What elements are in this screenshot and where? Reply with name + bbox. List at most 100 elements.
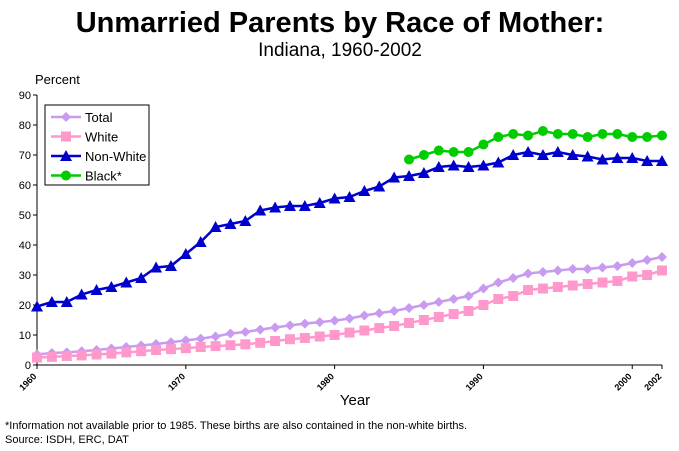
data-point [448, 294, 459, 304]
data-point [195, 342, 206, 352]
data-point [75, 288, 88, 300]
data-point [433, 312, 444, 322]
data-point [106, 348, 117, 359]
data-point [581, 150, 594, 162]
data-point [432, 161, 445, 172]
data-point [210, 331, 221, 342]
data-point [582, 132, 593, 142]
x-tick-label: 1980 [315, 371, 336, 392]
data-point [283, 200, 296, 211]
data-point [463, 291, 474, 301]
data-point [255, 324, 266, 335]
data-point [76, 350, 87, 361]
data-point [374, 323, 385, 334]
data-point [551, 146, 564, 157]
data-point [344, 327, 355, 338]
data-point [388, 171, 401, 183]
x-tick-label: 1970 [166, 371, 187, 392]
data-point [46, 351, 57, 362]
data-point [254, 204, 267, 216]
data-point [448, 147, 459, 157]
data-point [91, 349, 102, 360]
data-point [284, 334, 295, 345]
data-point [597, 277, 608, 288]
data-point [418, 300, 429, 310]
data-point [567, 129, 578, 139]
data-point [389, 321, 400, 331]
y-tick-label: 20 [19, 300, 31, 312]
data-point [329, 330, 340, 340]
data-point [612, 261, 623, 271]
legend-label: Non-White [85, 149, 146, 164]
data-point [523, 268, 534, 279]
data-point [656, 155, 668, 166]
data-point [136, 346, 147, 357]
y-tick-label: 60 [19, 180, 31, 192]
data-point [582, 264, 593, 274]
legend-label: Total [85, 110, 113, 125]
y-tick-label: 0 [25, 360, 31, 372]
data-point [477, 159, 490, 171]
chart-title: Unmarried Parents by Race of Mother: [76, 7, 605, 39]
data-point [642, 270, 653, 280]
data-point [552, 282, 563, 292]
data-point [240, 327, 251, 337]
data-point [403, 170, 416, 181]
data-point [463, 306, 474, 316]
data-point [343, 191, 356, 202]
data-point [433, 145, 444, 156]
data-point [567, 264, 578, 274]
data-point [314, 317, 325, 328]
data-point [447, 159, 460, 171]
legend-label: Black* [85, 169, 122, 184]
legend-label: White [85, 130, 118, 145]
data-point [269, 201, 282, 213]
series-line [36, 255, 663, 356]
data-point [45, 296, 58, 307]
data-point [135, 272, 148, 283]
data-point [90, 284, 103, 295]
y-tick-label: 80 [19, 120, 31, 132]
data-point [612, 276, 623, 286]
legend-marker [61, 112, 71, 122]
data-point [493, 132, 504, 142]
data-point [239, 215, 252, 226]
data-point [270, 322, 281, 333]
data-point [255, 337, 266, 348]
data-point [417, 167, 430, 178]
data-point [373, 180, 386, 192]
data-point [224, 218, 237, 229]
data-point [493, 294, 504, 304]
data-point [611, 152, 624, 163]
data-point [626, 152, 639, 163]
data-point [657, 130, 667, 141]
data-point [374, 308, 385, 319]
data-point [523, 130, 534, 141]
data-point [597, 262, 608, 273]
data-point [344, 313, 355, 324]
data-point [627, 258, 638, 268]
data-point [31, 300, 43, 312]
y-tick-label: 10 [19, 330, 31, 342]
data-point [359, 310, 370, 321]
data-point [463, 147, 474, 157]
data-point [657, 265, 667, 276]
y-tick-label: 50 [19, 210, 31, 222]
data-point [328, 192, 341, 204]
data-point [523, 285, 534, 295]
data-point [642, 255, 653, 265]
data-point [627, 132, 638, 142]
data-point [537, 126, 548, 136]
data-point [537, 283, 548, 294]
data-point [284, 320, 295, 331]
data-point [164, 260, 177, 271]
y-axis-label: Percent [35, 72, 80, 87]
y-tick-label: 90 [19, 90, 31, 102]
data-point [582, 279, 593, 289]
data-point [358, 185, 371, 196]
chart-subtitle: Indiana, 1960-2002 [258, 40, 422, 61]
data-point [225, 328, 236, 339]
data-point [32, 352, 42, 363]
